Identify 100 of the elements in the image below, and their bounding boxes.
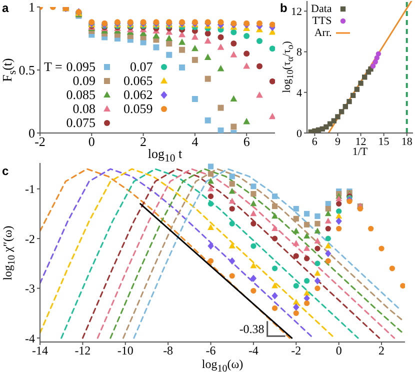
point <box>208 185 214 192</box>
point <box>191 44 198 52</box>
point <box>304 232 310 238</box>
y-tick-label: 1 <box>28 0 35 15</box>
point <box>304 210 310 217</box>
point <box>192 96 198 102</box>
point <box>250 200 257 206</box>
point <box>400 283 405 289</box>
legend-label: 0.07 <box>130 59 153 74</box>
legend-label: 0.095 <box>66 59 96 74</box>
point <box>256 63 263 70</box>
point <box>208 171 214 177</box>
point <box>350 92 356 98</box>
point <box>346 98 352 104</box>
y-tick-label: 12 <box>291 6 302 18</box>
point <box>325 226 331 232</box>
point <box>229 257 236 265</box>
point <box>338 109 344 114</box>
point <box>331 118 336 124</box>
point <box>376 51 382 56</box>
point <box>250 262 257 268</box>
x-tick-label: 6 <box>243 134 250 150</box>
x-tick-label: 12 <box>355 136 366 148</box>
point <box>204 76 211 82</box>
point <box>250 220 256 226</box>
point <box>166 34 173 42</box>
point <box>269 22 275 28</box>
point <box>228 198 236 204</box>
point <box>230 40 237 47</box>
point <box>250 210 257 216</box>
point <box>250 274 257 282</box>
point <box>218 19 224 26</box>
x-tick-label: -6 <box>206 344 216 358</box>
point <box>244 32 250 39</box>
x-axis-title: log$_{10}$ t <box>148 146 182 165</box>
x-tick-label: 6 <box>312 136 318 148</box>
legend-label: TTS <box>312 15 332 27</box>
point <box>208 242 214 250</box>
x-tick-label: 4 <box>192 134 199 150</box>
point <box>166 40 172 47</box>
x-tick-label: -4 <box>248 344 258 358</box>
point <box>208 258 214 264</box>
point <box>325 206 331 212</box>
point <box>217 64 224 72</box>
point <box>357 206 363 212</box>
point <box>324 218 332 224</box>
point <box>250 243 256 249</box>
point <box>230 20 237 26</box>
point <box>178 38 186 45</box>
point <box>314 228 321 234</box>
point <box>256 91 263 98</box>
point <box>243 62 250 69</box>
point <box>229 181 235 187</box>
point <box>272 194 278 200</box>
point <box>179 46 186 53</box>
point <box>272 292 278 300</box>
x-tick-label: -14 <box>32 344 48 358</box>
point <box>204 37 212 44</box>
point <box>304 245 310 251</box>
x-tick-label: 9 <box>334 136 341 148</box>
point <box>304 300 310 306</box>
legend-label: 0.062 <box>124 87 153 102</box>
point <box>293 216 299 222</box>
point <box>272 212 278 219</box>
point <box>229 273 235 279</box>
point <box>314 270 321 276</box>
chart-title: b <box>280 1 288 15</box>
x-tick-label: 0 <box>88 134 95 150</box>
point <box>272 266 278 272</box>
point <box>370 63 376 69</box>
point <box>314 238 321 244</box>
x-tick-label: -8 <box>163 344 174 358</box>
y-tick-label: 4 <box>296 87 302 100</box>
legend-label: 0.08 <box>72 101 96 116</box>
point <box>256 20 263 26</box>
point <box>192 56 198 63</box>
point <box>336 212 342 219</box>
point <box>166 52 172 58</box>
point <box>335 114 340 120</box>
point <box>293 310 299 316</box>
legend-label: 0.075 <box>66 115 96 130</box>
point <box>204 117 211 124</box>
point <box>230 29 237 36</box>
point <box>179 64 186 70</box>
legend-label: 0.09 <box>72 73 96 88</box>
point <box>229 174 235 180</box>
y-tick-label: -2 <box>25 232 35 246</box>
point <box>228 242 236 248</box>
point <box>268 112 275 120</box>
point <box>314 260 320 266</box>
point <box>325 250 332 258</box>
point <box>244 20 250 26</box>
point <box>314 277 321 284</box>
legend-label: 0.085 <box>66 87 96 102</box>
point <box>314 286 320 292</box>
point <box>250 288 256 294</box>
point <box>304 222 310 228</box>
point <box>218 127 224 133</box>
legend-label: 0.059 <box>124 101 153 116</box>
point <box>293 283 299 289</box>
